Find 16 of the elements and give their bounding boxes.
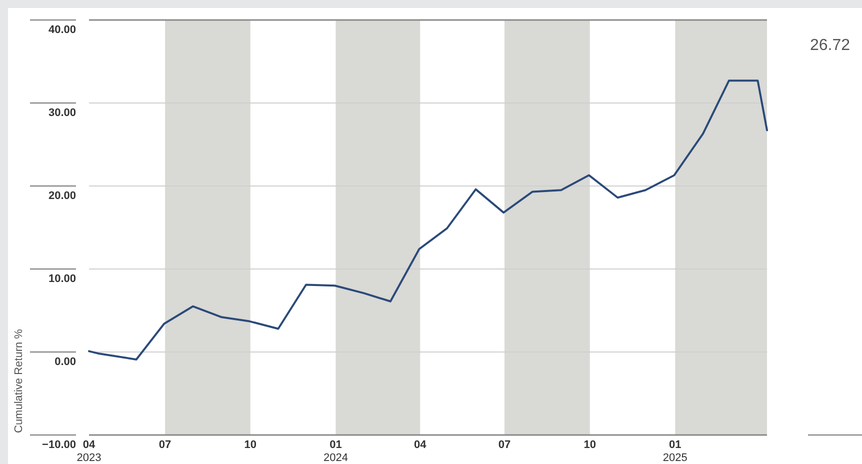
x-tick-label: 04 (414, 439, 428, 451)
x-tick-label: 07 (498, 439, 511, 451)
x-tick-label: 07 (158, 439, 172, 451)
y-tick-label: 10.00 (48, 273, 76, 285)
y-axis-title: Cumulative Return % (13, 328, 25, 433)
x-tick-label: 01 2025 (662, 439, 688, 464)
y-tick-label: −10.00 (42, 439, 76, 451)
y-tick-label: 20.00 (48, 190, 76, 202)
x-tick-label: 10 (244, 439, 257, 451)
text: 26.72 (810, 37, 850, 54)
x-tick-label: 10 (584, 439, 596, 451)
x-tick-label: 04 2023 (76, 439, 102, 464)
y-tick-label: 40.00 (48, 24, 76, 36)
x-tick-label: 01 2024 (323, 439, 348, 464)
y-tick-label: 0.00 (54, 356, 76, 368)
y-tick-label: 30.00 (48, 107, 76, 119)
